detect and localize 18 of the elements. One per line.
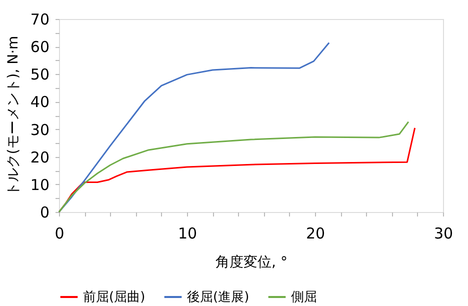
line-series (58, 42, 330, 213)
y-axis-title: トルク(モーメント), N·m (5, 36, 22, 196)
legend-label: 側屈 (291, 290, 317, 305)
x-tick-label: 20 (306, 224, 326, 242)
y-tick-label: 30 (30, 120, 50, 139)
x-tick-label: 10 (178, 224, 198, 242)
y-tick-label: 50 (30, 66, 50, 84)
y-tick-label: 0 (40, 204, 50, 222)
legend-label: 前屈(屈曲) (83, 290, 146, 305)
legend-label: 後屈(進展) (187, 290, 250, 305)
y-tick-label: 10 (30, 176, 50, 194)
x-tick-label: 30 (434, 224, 454, 242)
y-tick-label: 60 (30, 38, 50, 56)
y-tick-label: 70 (30, 10, 50, 28)
y-tick-label: 40 (30, 93, 50, 112)
y-tick-label: 20 (30, 148, 50, 166)
x-axis-title: 角度変位, ° (216, 254, 288, 270)
x-tick-label: 0 (54, 224, 64, 242)
